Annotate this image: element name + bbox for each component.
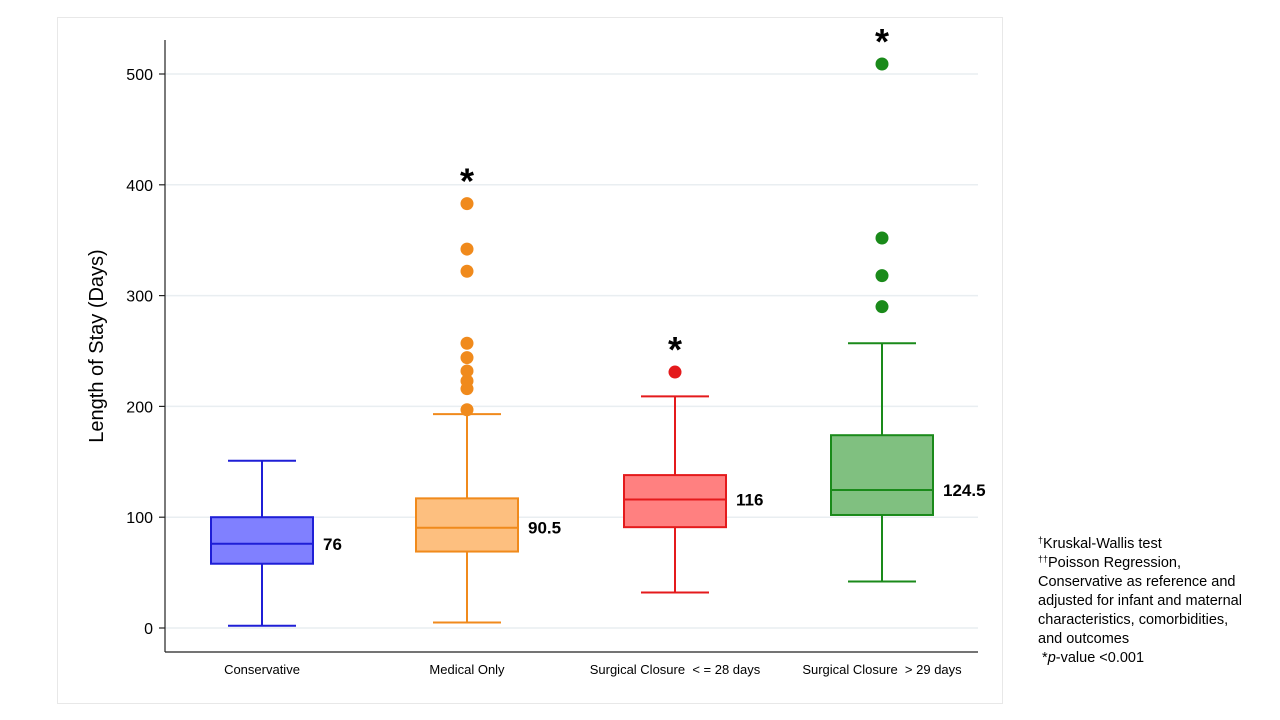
median-label: 76	[323, 535, 342, 554]
iqr-box	[623, 474, 727, 529]
x-tick-label: Conservative	[224, 662, 300, 677]
box-group: 90.5 *	[415, 161, 561, 624]
median-label: 90.5	[528, 519, 561, 538]
plot-frame	[57, 17, 1003, 704]
box-group: 76	[210, 459, 342, 627]
significance-star: *	[460, 161, 474, 202]
footnote-line-3: Conservative as reference and	[1038, 574, 1236, 590]
outlier-point	[460, 336, 474, 350]
x-axis-tick-labels: Conservative Medical Only Surgical Closure…	[224, 662, 962, 677]
x-tick-label: Surgical Closure < = 28 days	[590, 662, 761, 677]
y-tick-label: 0	[144, 621, 153, 638]
box-group: 124.5 *	[830, 21, 986, 583]
footnote-line-5: characteristics, comorbidities,	[1038, 612, 1229, 628]
significance-star: *	[875, 21, 889, 62]
outlier-point	[460, 351, 474, 365]
y-tick-label: 400	[126, 178, 153, 195]
outlier-point	[875, 269, 889, 283]
iqr-box	[830, 434, 934, 516]
outlier-point	[875, 300, 889, 314]
y-axis-ticks: 0 100 200 300 400 500	[126, 67, 165, 638]
outlier-point	[460, 242, 474, 256]
y-tick-label: 200	[126, 399, 153, 416]
iqr-box	[415, 497, 519, 553]
double-dagger-symbol: ††	[1038, 554, 1049, 564]
boxes: 76 90.5 * 116 * 124.5 *	[210, 21, 986, 627]
median-label: 116	[736, 490, 763, 509]
outlier-point	[875, 231, 889, 245]
footnote-pvalue: *p-value <0.001	[1042, 650, 1145, 666]
outlier-point	[875, 57, 889, 71]
y-tick-label: 300	[126, 289, 153, 306]
footnote: †Kruskal-Wallis test ††Poisson Regressio…	[1038, 535, 1273, 668]
outlier-point	[460, 264, 474, 278]
dagger-symbol: †	[1038, 535, 1044, 545]
iqr-box	[210, 516, 314, 565]
outlier-point	[668, 365, 682, 379]
box-plot-chart: 0 100 200 300 400 500 Length of Stay (Days) 7…	[86, 21, 986, 677]
x-tick-label: Surgical Closure > 29 days	[802, 662, 962, 677]
footnote-poisson: ††Poisson Regression,	[1038, 554, 1182, 572]
axes	[164, 40, 978, 653]
footnote-kruskal-wallis: †Kruskal-Wallis test	[1038, 535, 1162, 553]
outlier-point	[460, 364, 474, 378]
y-tick-label: 500	[126, 67, 153, 84]
box-group: 116 *	[623, 329, 763, 594]
median-label: 124.5	[943, 481, 986, 500]
footnote-line-4: adjusted for infant and maternal	[1038, 593, 1242, 609]
y-tick-label: 100	[126, 510, 153, 527]
outlier-point	[460, 403, 474, 417]
footnote-line-6: and outcomes	[1038, 631, 1130, 647]
outlier-point	[460, 374, 474, 388]
outlier-point	[460, 197, 474, 211]
y-axis-label: Length of Stay (Days)	[86, 249, 108, 442]
x-tick-label: Medical Only	[429, 662, 505, 677]
significance-star: *	[668, 329, 682, 370]
